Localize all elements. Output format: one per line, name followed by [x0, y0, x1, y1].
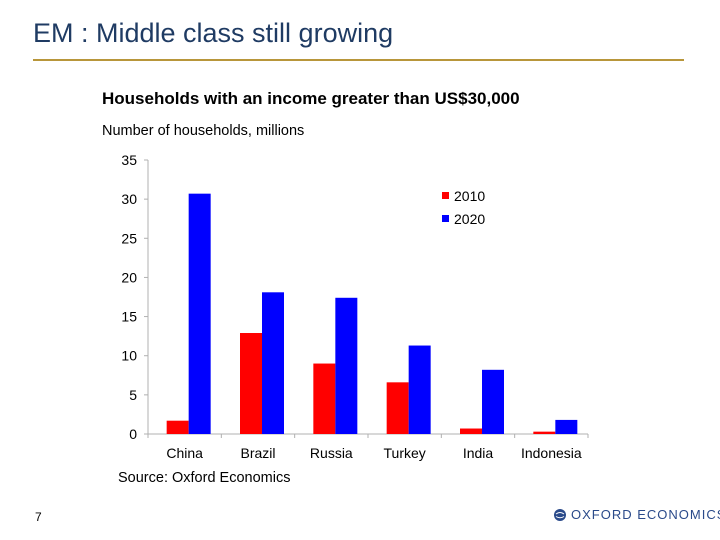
page-number: 7: [35, 510, 42, 524]
x-category-label: India: [463, 445, 494, 461]
bar-2010-china: [166, 420, 189, 434]
logo-text: OXFORD ECONOMICS: [571, 507, 720, 522]
y-tick-label: 5: [129, 387, 137, 403]
bar-2010-brazil: [240, 333, 262, 434]
chart-legend: 2010 2020: [442, 188, 485, 227]
x-category-label: Turkey: [384, 445, 426, 461]
bar-2010-india: [460, 428, 482, 434]
slide-title: EM : Middle class still growing: [33, 18, 394, 48]
legend-swatch-2020: [442, 215, 449, 222]
y-axis-caption: Number of households, millions: [102, 123, 305, 139]
bar-2020-brazil: [262, 292, 284, 434]
bar-2010-russia: [313, 363, 336, 434]
bar-2010-turkey: [386, 382, 409, 434]
bar-2020-indonesia: [555, 419, 578, 434]
source-note: Source: Oxford Economics: [118, 470, 291, 486]
y-tick-label: 15: [121, 309, 137, 325]
oxford-economics-logo: OXFORD ECONOMICS: [553, 507, 720, 522]
y-tick-label: 10: [121, 348, 137, 364]
y-tick-label: 20: [121, 269, 137, 285]
chart-labels: 0 5 10 15 20 25 30 35 China Brazil Russia Turkey Ind…: [121, 152, 581, 461]
y-tick-label: 25: [121, 230, 137, 246]
bar-2020-turkey: [408, 345, 431, 434]
x-category-label: Indonesia: [521, 445, 582, 461]
y-tick-label: 30: [121, 191, 137, 207]
title-divider: [33, 59, 684, 61]
legend-label-2010: 2010: [454, 188, 485, 204]
legend-label-2020: 2020: [454, 211, 485, 227]
chart-bars: [166, 193, 578, 434]
y-tick-label: 0: [129, 426, 137, 442]
bar-2020-india: [482, 369, 504, 434]
legend-swatch-2010: [442, 192, 449, 199]
chart-axes: [144, 159, 589, 438]
globe-icon: [554, 508, 566, 521]
bar-2020-china: [188, 193, 211, 434]
x-category-label: Russia: [310, 445, 353, 461]
y-tick-label: 35: [121, 152, 137, 168]
x-category-label: Brazil: [240, 445, 275, 461]
bar-2020-russia: [335, 297, 358, 434]
bar-2010-indonesia: [533, 431, 556, 434]
x-category-label: China: [166, 445, 203, 461]
chart-title: Households with an income greater than U…: [102, 89, 520, 108]
